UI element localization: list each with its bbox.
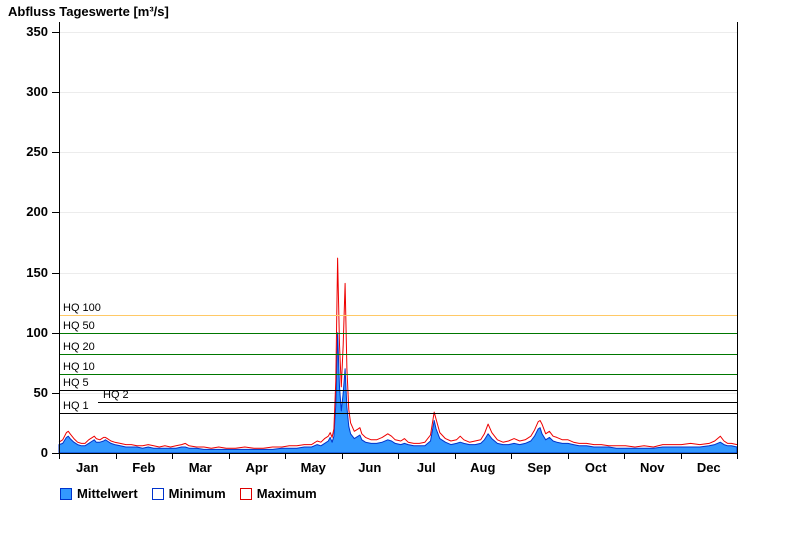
chart-title: Abfluss Tageswerte [m³/s] <box>8 4 169 19</box>
y-axis-tick-label: 150 <box>26 264 48 280</box>
chart-legend: Mittelwert Minimum Maximum <box>60 487 317 501</box>
legend-label: Maximum <box>256 486 317 501</box>
y-axis-tick-label: 0 <box>40 445 48 460</box>
legend-label: Minimum <box>168 486 226 501</box>
reference-line-label: HQ 20 <box>63 340 95 353</box>
y-axis-tick-label: 350 <box>26 24 48 39</box>
y-axis-tick-label: 250 <box>26 144 48 160</box>
reference-line-label: HQ 100 <box>63 301 101 314</box>
x-axis-month-label: Feb <box>132 460 156 475</box>
legend-label: Mittelwert <box>77 486 138 501</box>
max-series-swatch-icon <box>239 488 252 500</box>
reference-line-label: HQ 5 <box>63 376 89 389</box>
y-axis-tick-label: 50 <box>33 384 48 400</box>
x-axis-month-label: Jan <box>76 460 99 475</box>
legend-item-mittelwert: Mittelwert <box>60 487 138 501</box>
reference-line-label: HQ 1 <box>63 399 89 412</box>
legend-item-minimum: Minimum <box>151 486 226 501</box>
x-axis-month-label: May <box>300 460 326 475</box>
reference-line-label: HQ 10 <box>63 360 95 373</box>
reference-line-label: HQ 50 <box>63 319 95 332</box>
x-axis-month-label: Jun <box>358 460 382 475</box>
x-axis-month-label: Mar <box>188 460 212 475</box>
x-axis-month-label: Aug <box>470 460 496 475</box>
y-axis-tick-label: 100 <box>26 324 48 340</box>
x-axis-month-label: Apr <box>245 460 268 475</box>
maximum-series-line <box>58 257 738 449</box>
y-axis-tick-label: 300 <box>26 84 48 100</box>
mean-series-swatch-icon <box>60 488 72 500</box>
x-axis-month-label: Jul <box>416 460 436 475</box>
x-axis-month-label: Sep <box>527 460 552 475</box>
min-series-swatch-icon <box>151 488 164 500</box>
x-axis-month-label: Nov <box>639 460 665 475</box>
legend-item-maximum: Maximum <box>239 486 317 501</box>
x-axis-month-label: Dec <box>696 460 721 475</box>
reference-line-label: HQ 2 <box>103 388 129 401</box>
y-axis-tick-label: 200 <box>26 204 48 220</box>
mittelwert-series-area <box>58 332 738 454</box>
x-axis-month-label: Oct <box>584 460 607 475</box>
